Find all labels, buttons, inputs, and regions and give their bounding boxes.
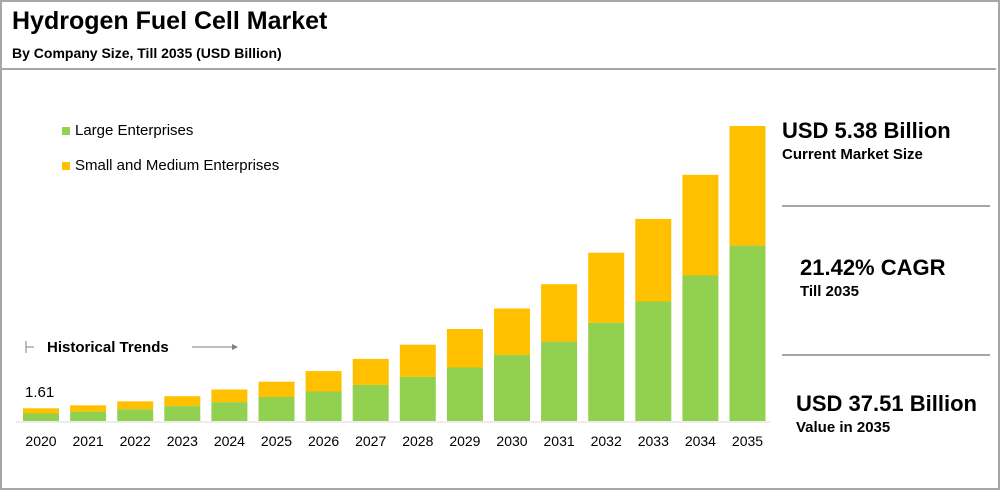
legend-label-sme: Small and Medium Enterprises (75, 157, 279, 174)
bar-sme-2030 (494, 308, 530, 355)
bar-sme-2028 (399, 344, 436, 377)
x-tick-2026: 2026 (308, 433, 339, 449)
x-tick-2034: 2034 (685, 433, 716, 449)
x-tick-labels: 2020 2021 2022 2023 2024 2025 2026 2027 2028 2029… (25, 433, 763, 449)
kpi-cagr-value: 21.42% CAGR (800, 255, 946, 280)
bar-sme-2022 (117, 401, 154, 410)
bar-large-enterprises-2024 (211, 402, 248, 421)
bar-large-enterprises-2029 (446, 367, 483, 421)
arrow-head-icon (232, 344, 238, 350)
x-tick-2024: 2024 (214, 433, 245, 449)
x-tick-2028: 2028 (402, 433, 433, 449)
x-tick-2027: 2027 (355, 433, 386, 449)
chart-title: Hydrogen Fuel Cell Market (12, 7, 328, 35)
bar-sme-2021 (70, 405, 107, 412)
bar-large-enterprises-2021 (70, 411, 107, 421)
kpi-2035-label: Value in 2035 (796, 419, 891, 436)
x-tick-2023: 2023 (167, 433, 198, 449)
data-label-2020: 1.61 (25, 384, 54, 401)
bar-sme-2026 (305, 371, 342, 392)
legend-swatch-sme (62, 162, 70, 170)
kpi-divider-2 (782, 354, 990, 356)
bar-large-enterprises-2027 (352, 384, 389, 421)
historical-trends-label: Historical Trends (47, 339, 169, 356)
x-tick-2020: 2020 (25, 433, 56, 449)
bar-large-enterprises-2032 (588, 322, 625, 421)
bar-sme-2025 (258, 381, 295, 397)
bars-group (23, 126, 766, 421)
x-tick-2030: 2030 (496, 433, 527, 449)
x-tick-2035: 2035 (732, 433, 763, 449)
bar-large-enterprises-2033 (635, 301, 672, 421)
legend-swatch-large-enterprises (62, 127, 70, 135)
bar-sme-2020 (23, 408, 59, 414)
bar-large-enterprises-2031 (541, 341, 578, 421)
bar-sme-2032 (588, 252, 625, 323)
x-tick-2029: 2029 (449, 433, 480, 449)
bar-sme-2029 (446, 329, 483, 368)
bar-sme-2023 (164, 396, 201, 406)
kpi-current-label: Current Market Size (782, 146, 923, 163)
bar-sme-2031 (541, 284, 578, 342)
kpi-current-market-size: USD 5.38 Billion Current Market Size (782, 118, 951, 163)
bar-sme-2027 (352, 358, 389, 385)
kpi-2035-value: USD 37.51 Billion (796, 391, 977, 416)
bar-large-enterprises-2026 (305, 391, 342, 421)
bar-sme-2033 (635, 218, 672, 302)
bar-sme-2024 (211, 389, 248, 403)
bar-large-enterprises-2028 (399, 377, 436, 421)
kpi-divider-1 (782, 205, 990, 207)
bar-large-enterprises-2034 (682, 275, 719, 421)
kpi-cagr: 21.42% CAGR Till 2035 (800, 255, 946, 300)
kpi-value-2035: USD 37.51 Billion Value in 2035 (796, 391, 977, 436)
chart-header: Hydrogen Fuel Cell Market By Company Siz… (0, 0, 996, 70)
x-tick-2032: 2032 (591, 433, 622, 449)
x-tick-2022: 2022 (120, 433, 151, 449)
bar-large-enterprises-2025 (258, 397, 295, 421)
bar-large-enterprises-2020 (23, 413, 59, 421)
historical-trends-annotation: Historical Trends (25, 339, 238, 356)
bar-large-enterprises-2022 (117, 409, 154, 421)
x-tick-2031: 2031 (544, 433, 575, 449)
bar-sme-2034 (682, 174, 719, 276)
legend: Large Enterprises Small and Medium Enter… (62, 122, 279, 174)
legend-label-large-enterprises: Large Enterprises (75, 122, 193, 139)
kpi-current-value: USD 5.38 Billion (782, 118, 951, 143)
x-tick-2033: 2033 (638, 433, 669, 449)
chart-subtitle: By Company Size, Till 2035 (USD Billion) (12, 45, 282, 61)
x-tick-2021: 2021 (73, 433, 104, 449)
bar-large-enterprises-2023 (164, 406, 201, 421)
bar-large-enterprises-2035 (729, 245, 766, 421)
kpi-cagr-label: Till 2035 (800, 283, 859, 300)
bar-sme-2035 (729, 126, 766, 246)
bar-large-enterprises-2030 (494, 354, 530, 421)
x-tick-2025: 2025 (261, 433, 292, 449)
